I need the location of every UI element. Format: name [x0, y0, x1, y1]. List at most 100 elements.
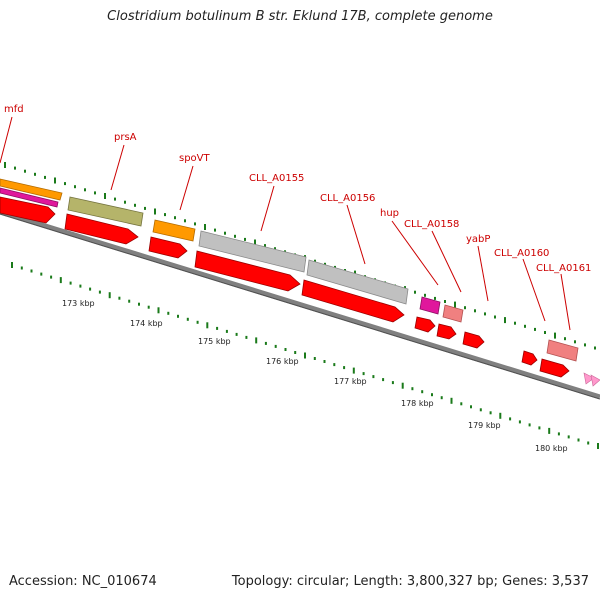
scale-tick [255, 337, 258, 344]
scale-tick [128, 299, 131, 303]
scale-tick [362, 372, 365, 376]
scale-tick [352, 367, 355, 374]
scale-tick [594, 346, 596, 350]
scale-tick [343, 366, 346, 370]
scale-tick [524, 324, 526, 328]
scale-tick [157, 307, 160, 314]
gene-label-CLL_A0160: CLL_A0160 [494, 248, 549, 259]
cds-arrow-8 [462, 331, 485, 349]
scale-tick [567, 435, 570, 439]
scale-tick [528, 423, 531, 427]
leader-CLL_A0161 [560, 273, 571, 331]
map-title: Clostridium botulinum B str. Eklund 17B,… [107, 9, 493, 24]
scale-tick [114, 197, 116, 201]
scale-label-180: 180 kbp [535, 444, 568, 453]
scale-tick [587, 441, 590, 445]
gene-label-hup: hup [380, 208, 399, 219]
genome-summary-text: Topology: circular; Length: 3,800,327 bp… [231, 574, 589, 589]
scale-tick [204, 224, 206, 230]
feature-mfd-orange [0, 178, 63, 201]
scale-tick [509, 417, 512, 421]
scale-tick [450, 397, 453, 404]
scale-tick [194, 222, 196, 226]
scale-tick [20, 266, 23, 270]
scale-tick [544, 331, 546, 334]
scale-tick [50, 275, 53, 279]
scale-tick [34, 172, 36, 176]
scale-tick [134, 203, 136, 207]
scale-tick [372, 375, 375, 379]
scale-label-173: 173 kbp [62, 299, 95, 308]
scale-tick [184, 219, 186, 223]
leader-CLL_A0156 [346, 204, 366, 265]
scale-tick [499, 412, 502, 419]
scale-tick [440, 396, 443, 400]
scale-tick [79, 284, 82, 288]
scale-tick [98, 290, 101, 294]
edge-marks [583, 372, 600, 387]
gene-label-CLL_A0158: CLL_A0158 [404, 219, 459, 230]
scale-tick [118, 296, 121, 300]
leader-CLL_A0155 [260, 185, 275, 232]
scale-tick [264, 341, 267, 345]
scale-tick [391, 381, 394, 385]
feature-CLL_A0155 [198, 230, 307, 273]
scale-tick [484, 312, 486, 316]
inner-tick-row [11, 262, 599, 449]
scale-tick [84, 188, 86, 192]
feature-CLL_A0158 [442, 304, 464, 323]
scale-tick [577, 438, 580, 442]
scale-tick [245, 335, 248, 339]
backbone-shadow [0, 213, 600, 400]
scale-tick [11, 262, 13, 268]
feature-mfd-magenta [0, 187, 59, 208]
scale-tick [564, 337, 566, 341]
backbone-line [0, 209, 600, 400]
gene-label-CLL_A0161: CLL_A0161 [536, 263, 591, 274]
scale-tick [489, 411, 492, 415]
scale-tick [206, 322, 209, 329]
scale-tick [64, 182, 66, 186]
feature-hup [419, 296, 441, 315]
scale-tick [434, 296, 436, 300]
scale-tick [274, 247, 276, 251]
scale-tick [264, 244, 266, 248]
scale-tick [147, 305, 150, 309]
scale-tick [454, 301, 456, 308]
scale-tick [14, 166, 16, 170]
genome-backbone [0, 209, 600, 400]
cds-arrow-1 [0, 196, 56, 224]
scale-tick [414, 290, 416, 294]
scale-tick [44, 175, 46, 179]
scale-tick [40, 272, 43, 276]
gene-label-prsA: prsA [114, 132, 137, 143]
gene-label-mfd: mfd [4, 104, 24, 115]
cds-track [0, 196, 570, 378]
scale-label-176: 176 kbp [266, 357, 299, 366]
cds-arrow-9 [521, 350, 538, 366]
scale-tick [235, 332, 238, 336]
scale-tick [538, 426, 541, 430]
scale-tick [154, 208, 156, 215]
scale-tick [597, 443, 599, 449]
scale-tick [401, 382, 404, 389]
accession-text: Accession: NC_010674 [9, 574, 157, 589]
scale-tick [234, 234, 236, 238]
scale-tick [274, 344, 277, 348]
scale-tick [479, 408, 482, 412]
leader-hup [391, 220, 439, 286]
leader-CLL_A0160 [522, 258, 546, 322]
leader-mfd [0, 116, 13, 164]
edge-mark-1 [583, 372, 595, 385]
scale-tick [284, 348, 287, 351]
scale-tick [574, 340, 576, 344]
scale-tick [323, 360, 326, 363]
cds-arrow-6 [414, 316, 436, 333]
scale-tick [164, 213, 166, 217]
scale-label-174: 174 kbp [130, 319, 163, 328]
scale-tick [59, 277, 62, 284]
scale-tick [69, 281, 72, 285]
scale-tick [244, 237, 246, 241]
gene-label-yabP: yabP [466, 234, 490, 245]
